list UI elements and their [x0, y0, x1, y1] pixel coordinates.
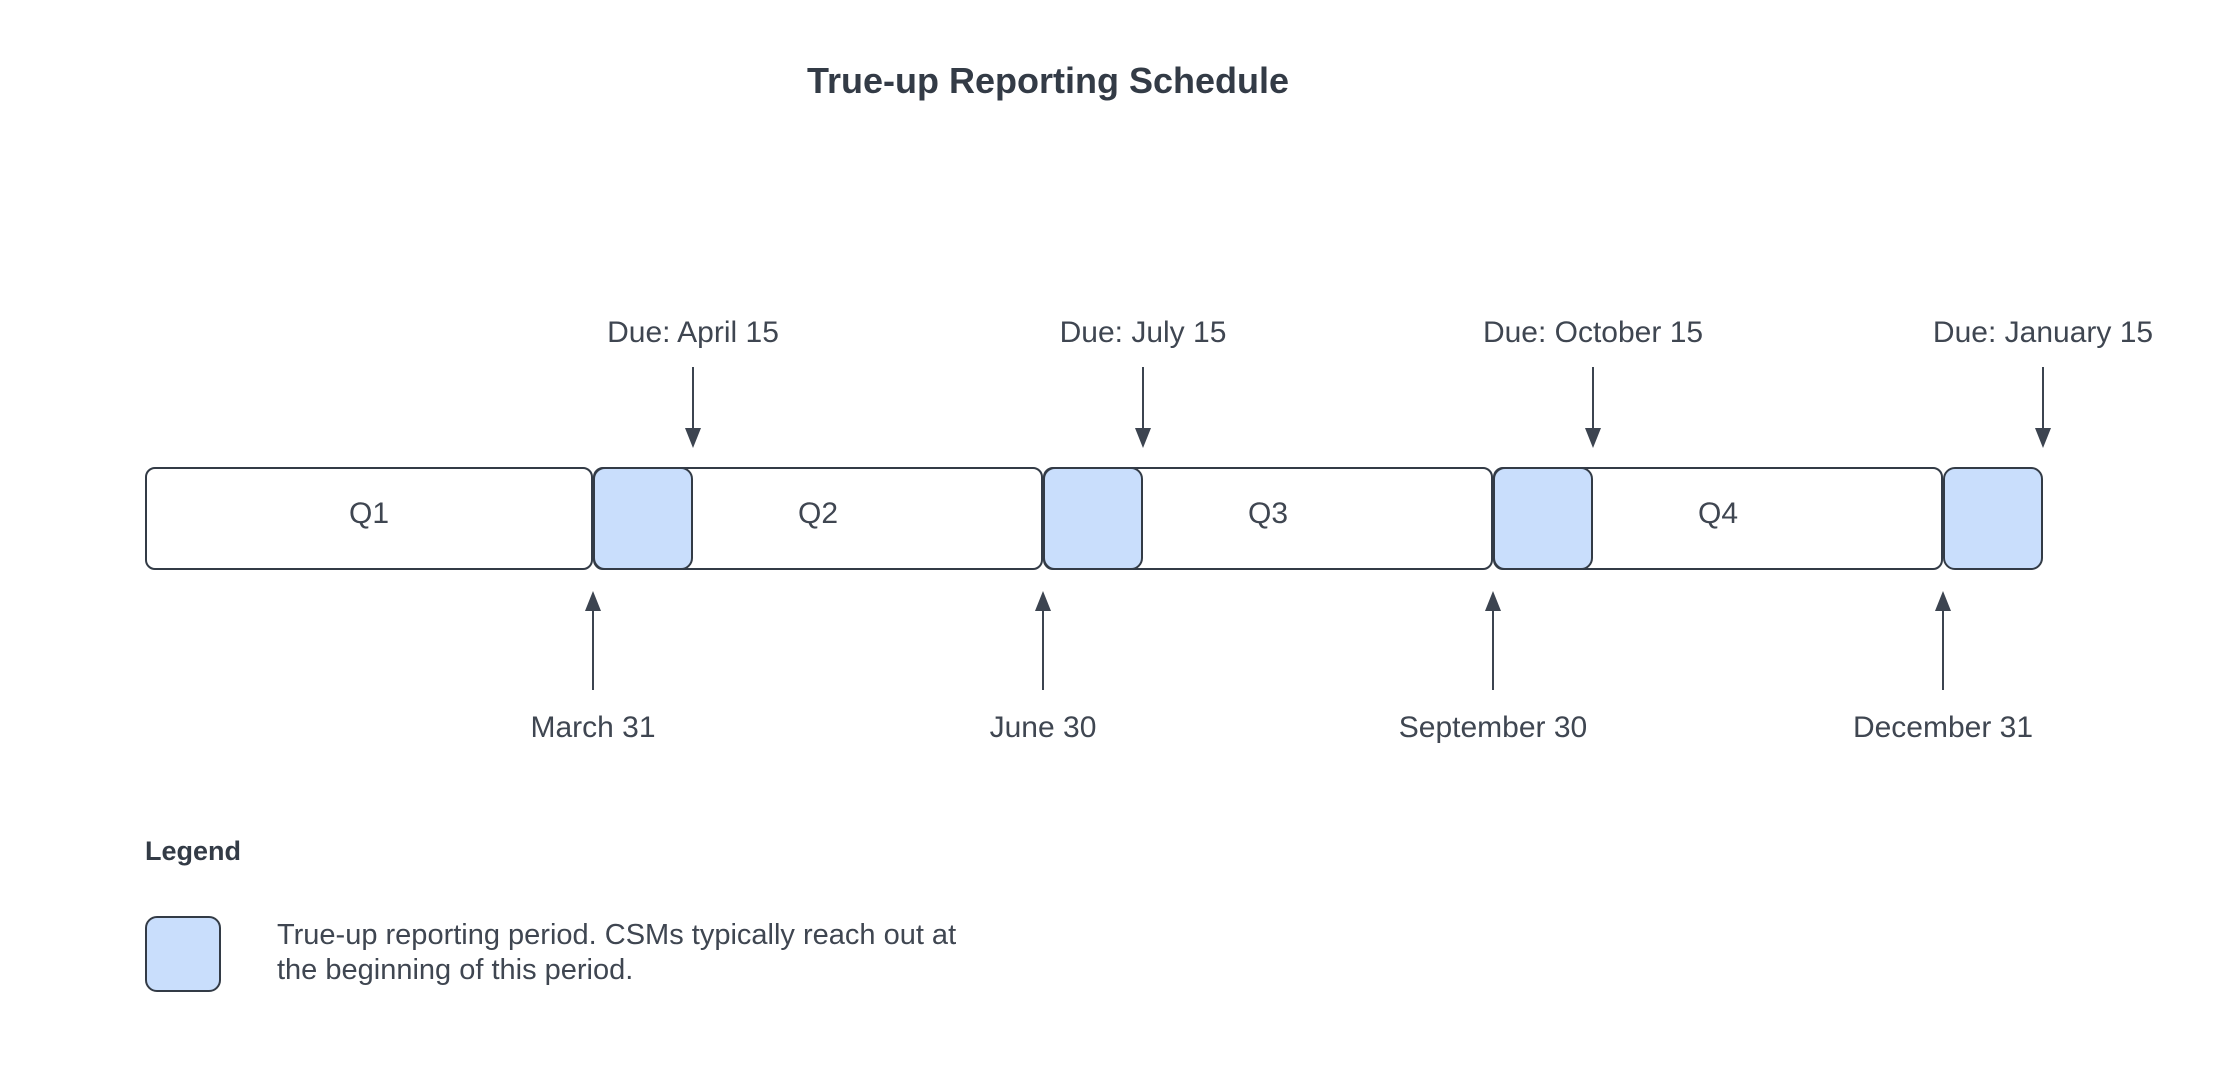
arrow-stem [592, 611, 594, 690]
arrow-up-icon [585, 591, 601, 690]
arrow-up-icon [1035, 591, 1051, 690]
arrow-up-icon [1935, 591, 1951, 690]
arrow-down-icon [685, 367, 701, 448]
trueup-period-box-q2 [1043, 467, 1143, 570]
arrow-stem [1942, 611, 1944, 690]
diagram-title: True-up Reporting Schedule [806, 60, 1290, 101]
due-label-october-15: Due: October 15 [1482, 316, 1704, 349]
arrow-up-icon [1485, 591, 1501, 690]
quarter-box-q1: Q1 [145, 467, 593, 570]
arrowhead-down-icon [1135, 428, 1151, 448]
quarter-label-q2: Q2 [797, 496, 839, 530]
trueup-period-box-q1 [593, 467, 693, 570]
arrowhead-down-icon [685, 428, 701, 448]
arrow-down-icon [1135, 367, 1151, 448]
arrowhead-down-icon [1585, 428, 1601, 448]
legend-title: Legend [145, 836, 242, 866]
quarter-label-q1: Q1 [348, 496, 390, 530]
end-label-september-30: September 30 [1398, 711, 1588, 744]
arrow-stem [692, 367, 694, 428]
end-label-march-31: March 31 [530, 711, 656, 744]
arrow-stem [1592, 367, 1594, 428]
arrowhead-up-icon [1935, 591, 1951, 611]
due-label-july-15: Due: July 15 [1059, 316, 1227, 349]
arrowhead-up-icon [1035, 591, 1051, 611]
trueup-period-box-q4 [1943, 467, 2043, 570]
due-label-april-15: Due: April 15 [607, 316, 779, 349]
due-label-january-15: Due: January 15 [1932, 316, 2154, 349]
arrowhead-up-icon [585, 591, 601, 611]
arrow-stem [1492, 611, 1494, 690]
arrowhead-up-icon [1485, 591, 1501, 611]
legend-description: True-up reporting period. CSMs typically… [277, 919, 957, 986]
arrow-stem [1042, 611, 1044, 690]
arrowhead-down-icon [2035, 428, 2051, 448]
legend-swatch-trueup-period [145, 916, 221, 992]
quarter-label-q3: Q3 [1247, 496, 1289, 530]
end-label-december-31: December 31 [1852, 711, 2034, 744]
arrow-stem [2042, 367, 2044, 428]
arrow-down-icon [2035, 367, 2051, 448]
trueup-period-box-q3 [1493, 467, 1593, 570]
arrow-stem [1142, 367, 1144, 428]
quarter-label-q4: Q4 [1697, 496, 1739, 530]
end-label-june-30: June 30 [989, 711, 1097, 744]
arrow-down-icon [1585, 367, 1601, 448]
